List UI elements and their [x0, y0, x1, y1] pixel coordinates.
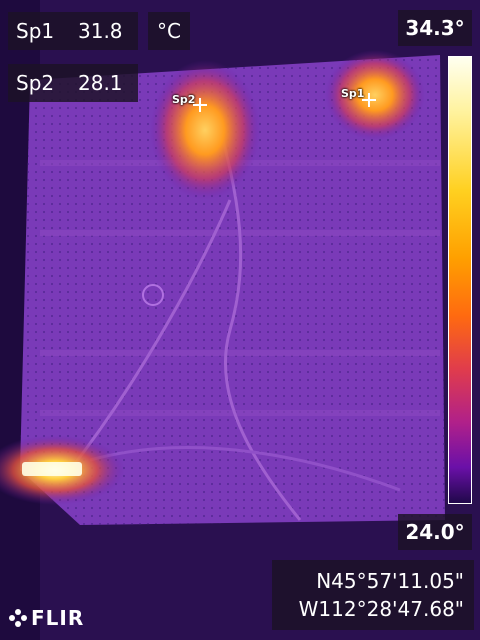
spot-value: 28.1	[78, 71, 123, 95]
spot-label: Sp1	[16, 19, 55, 43]
crosshair-icon[interactable]	[193, 98, 207, 112]
brand-name: FLIR	[31, 606, 85, 630]
crosshair-icon[interactable]	[362, 93, 376, 107]
spot-measurement-sp1: Sp1 31.8	[8, 12, 138, 50]
longitude: W112°28'47.68"	[298, 597, 464, 621]
spot-marker-label: Sp1	[341, 87, 365, 100]
temperature-unit: °C	[148, 12, 190, 50]
spot-label: Sp2	[16, 71, 55, 95]
flir-logo: FLIR	[8, 606, 84, 630]
latitude: N45°57'11.05"	[316, 569, 464, 593]
color-scale-bar	[448, 56, 472, 504]
spot-measurement-sp2: Sp2 28.1	[8, 64, 138, 102]
spot-value: 31.8	[78, 19, 123, 43]
scale-max-temp: 34.3°	[398, 10, 472, 46]
gps-coordinates: N45°57'11.05" W112°28'47.68"	[272, 560, 474, 630]
flir-emblem-icon	[9, 609, 27, 627]
scale-min-temp: 24.0°	[398, 514, 472, 550]
spot-marker-label: Sp2	[172, 93, 196, 106]
